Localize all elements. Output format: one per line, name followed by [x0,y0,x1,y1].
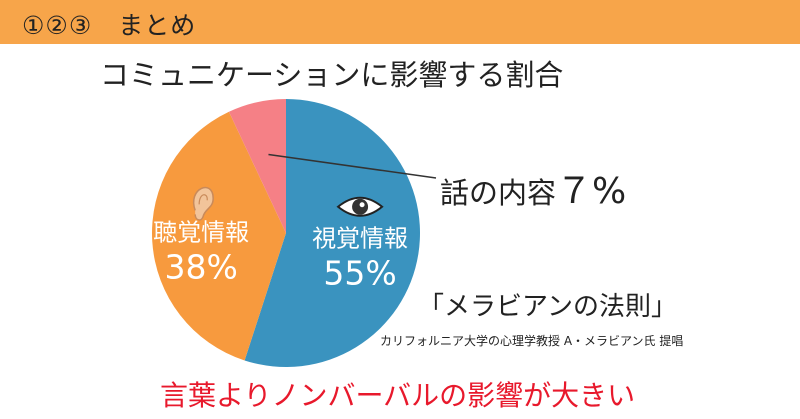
law-name: 「メラビアンの法則」 [418,292,677,322]
bottom-message: 言葉よりノンバーバルの影響が大きい [160,379,636,412]
slice-value-1: 55% [323,254,396,293]
credit-text: カリフォルニア大学の心理学教授 A・メラビアン氏 提唱 [380,334,684,348]
pie-slice-2 [152,111,286,361]
slice-label-1: 視覚情報 [312,225,408,253]
slice-label-2: 聴覚情報 [153,218,249,246]
callout-value: ７% [556,171,627,212]
callout-label: 話の内容７% [440,162,626,214]
chart-title: コミュニケーションに影響する割合 [100,58,564,92]
callout-text: 話の内容 [440,176,557,210]
pie-slice-3 [228,99,286,233]
pie-slice-1 [244,99,421,368]
header-title: ①②③ まとめ [22,11,197,40]
callout-leader-line [268,153,437,179]
eye-icon [336,196,384,217]
header-bar: ①②③ まとめ [0,0,800,44]
slice-value-2: 38% [164,247,237,286]
ear-icon [192,186,214,221]
